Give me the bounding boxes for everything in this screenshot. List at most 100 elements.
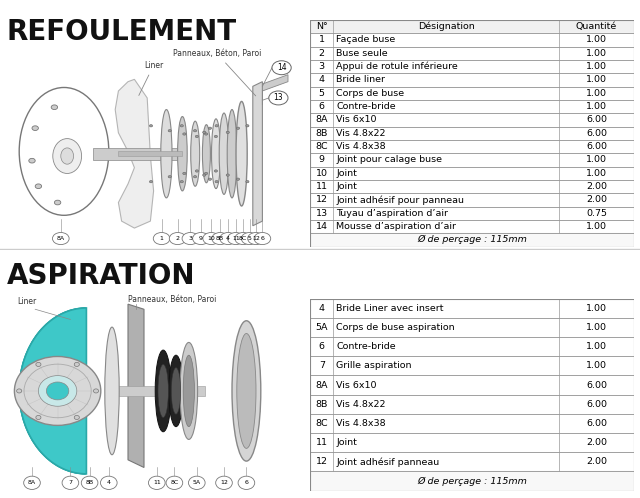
Circle shape [14,357,101,425]
Text: 1.00: 1.00 [586,35,607,44]
Text: 4: 4 [107,480,111,486]
Circle shape [193,233,209,245]
Text: 1.00: 1.00 [586,222,607,231]
Ellipse shape [156,350,172,432]
Text: 9: 9 [319,155,324,164]
Circle shape [100,476,117,490]
Bar [310,87,634,100]
Text: Liner: Liner [18,297,37,306]
Text: 8B: 8B [86,480,93,486]
Text: 6.00: 6.00 [586,380,607,389]
Circle shape [203,174,206,176]
Circle shape [193,176,196,178]
Circle shape [269,91,288,105]
Bar [310,47,634,60]
Bar [310,357,634,375]
Bar [310,166,634,180]
Ellipse shape [53,138,82,173]
Text: Vis 4.8x22: Vis 4.8x22 [336,128,386,138]
Circle shape [38,375,77,406]
Circle shape [272,61,291,75]
Ellipse shape [178,117,188,191]
Text: Joint: Joint [336,438,357,447]
Text: 14: 14 [316,222,328,231]
Bar [310,140,634,153]
Text: 8C: 8C [316,142,328,151]
Text: Buse seule: Buse seule [336,49,388,58]
Text: Quantité: Quantité [576,22,617,31]
Polygon shape [112,386,205,396]
Polygon shape [19,308,86,474]
Text: 8C: 8C [239,236,247,241]
Circle shape [169,233,186,245]
Text: 8C: 8C [316,419,328,428]
Text: 2.00: 2.00 [586,182,607,191]
Ellipse shape [202,124,211,183]
Text: 10: 10 [207,236,215,241]
Circle shape [209,178,212,180]
Polygon shape [115,79,154,228]
Text: 4: 4 [319,304,324,313]
Circle shape [153,233,170,245]
Text: 2: 2 [319,49,324,58]
Circle shape [52,233,69,245]
Circle shape [238,476,255,490]
Text: 5A: 5A [316,323,328,332]
Text: Vis 6x10: Vis 6x10 [336,380,377,389]
Text: 9: 9 [199,236,203,241]
Text: 1: 1 [159,236,164,241]
Text: 10: 10 [316,169,328,178]
Circle shape [241,233,258,245]
Text: 2.00: 2.00 [586,195,607,204]
Circle shape [216,476,232,490]
Text: 1.00: 1.00 [586,323,607,332]
Circle shape [168,129,172,132]
Text: Corps de buse: Corps de buse [336,89,404,98]
Circle shape [214,170,218,172]
Ellipse shape [19,308,154,474]
Circle shape [35,184,42,189]
Circle shape [248,233,264,245]
Text: 6.00: 6.00 [586,400,607,409]
Bar [310,471,634,491]
Text: 8A: 8A [316,380,328,389]
Text: 14: 14 [276,63,287,72]
Circle shape [29,158,35,163]
Text: Joint: Joint [336,169,357,178]
Ellipse shape [158,365,168,417]
Bar [310,220,634,233]
Circle shape [254,233,271,245]
Polygon shape [262,75,288,105]
Bar [310,73,634,87]
Circle shape [36,363,41,367]
Ellipse shape [227,110,237,198]
Text: 5: 5 [319,89,324,98]
Circle shape [149,124,152,127]
Text: 8C: 8C [170,480,179,486]
Text: 2.00: 2.00 [586,438,607,447]
Bar [310,207,634,220]
Text: Grille aspiration: Grille aspiration [336,362,412,371]
Text: 12: 12 [316,195,328,204]
Text: Joint adhésif panneau: Joint adhésif panneau [336,457,440,467]
Bar [88,289,344,488]
Circle shape [236,127,239,129]
Text: Tuyau d’aspiration d’air: Tuyau d’aspiration d’air [336,209,448,218]
Text: 8A: 8A [316,116,328,124]
Circle shape [215,180,218,183]
Text: 1.00: 1.00 [586,49,607,58]
Circle shape [81,476,98,490]
Bar [310,33,634,47]
Bar [310,180,634,193]
Circle shape [189,476,205,490]
Bar [310,153,634,166]
Circle shape [235,233,252,245]
Circle shape [215,124,218,127]
Circle shape [180,124,184,127]
Circle shape [204,133,207,135]
Text: Désignation: Désignation [418,22,474,31]
Circle shape [180,180,184,183]
Text: 11: 11 [232,236,240,241]
Text: 13: 13 [273,94,284,103]
Text: 11: 11 [316,182,328,191]
